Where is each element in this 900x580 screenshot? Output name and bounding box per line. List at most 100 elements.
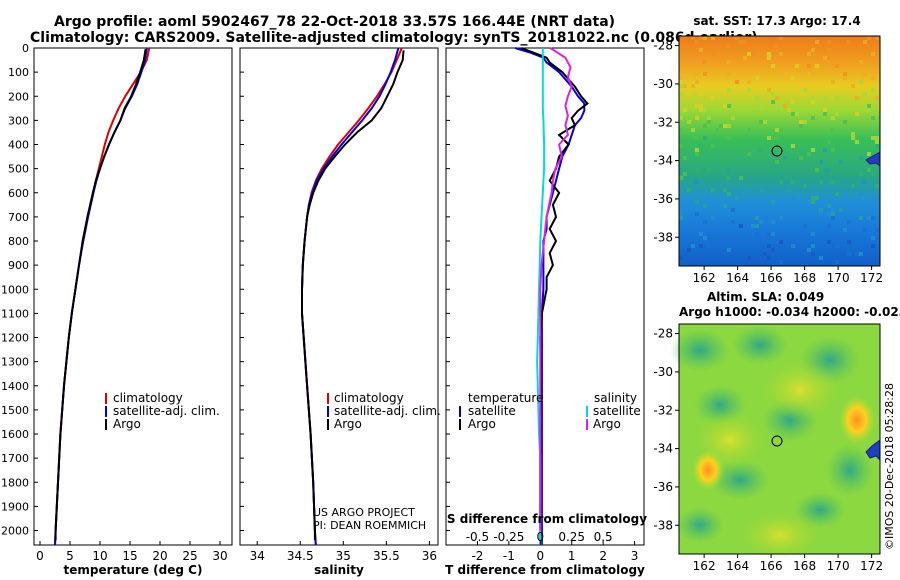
sst-pixel: [679, 168, 683, 172]
sst-pixel: [691, 236, 695, 240]
sst-pixel: [723, 124, 727, 128]
sst-pixel: [743, 56, 747, 60]
ytick-label: 1500: [1, 404, 29, 417]
sst-pixel: [711, 188, 715, 192]
sst-pixel: [679, 208, 683, 212]
ytick-label: 1900: [1, 500, 29, 513]
sst-pixel: [827, 156, 831, 160]
sst-pixel: [767, 232, 771, 236]
xtick-label: 25: [182, 549, 197, 563]
sst-pixel: [687, 92, 691, 96]
sst-pixel: [711, 216, 715, 220]
salinity-panel: [239, 47, 439, 546]
sla-anomaly: [826, 444, 874, 496]
sst-pixel: [779, 36, 783, 40]
sst-pixel: [811, 96, 815, 100]
ytick-label: 1400: [1, 380, 29, 393]
ytick-label: 1600: [1, 428, 29, 441]
xtick-label: 3: [631, 549, 639, 563]
sst-pixel: [699, 232, 703, 236]
imos-stamp: ©IMOS 20-Dec-2018 05:28:28: [883, 383, 896, 550]
xtick-label: 0: [536, 549, 544, 563]
s-xtick-label: 0.25: [558, 530, 585, 544]
sst-pixel: [847, 252, 851, 256]
map-xtick-label: 168: [793, 559, 816, 573]
sst-pixel: [727, 200, 731, 204]
ytick-label: 1300: [1, 356, 29, 369]
series-line-satellite-adj-clim-: [54, 47, 148, 546]
sst-pixel: [807, 52, 811, 56]
sst-pixel: [831, 212, 835, 216]
difference-panel: [445, 47, 645, 546]
sst-pixel: [827, 240, 831, 244]
legend-t-satellite: satellite: [468, 404, 516, 418]
sst-pixel: [679, 216, 683, 220]
sst-pixel: [767, 244, 771, 248]
sst-map-title: sat. SST: 17.3 Argo: 17.4: [693, 14, 860, 28]
sst-pixel: [811, 116, 815, 120]
xtick-label: -1: [503, 549, 515, 563]
sst-pixel: [759, 120, 763, 124]
sst-pixel: [807, 152, 811, 156]
s-xtick-label: -0.25: [493, 530, 524, 544]
ytick-label: 1800: [1, 476, 29, 489]
sst-pixel: [835, 112, 839, 116]
series-line-climatology: [54, 47, 151, 546]
sst-pixel: [707, 116, 711, 120]
map-ytick-label: -38: [653, 230, 673, 244]
sst-pixel: [747, 152, 751, 156]
sst-pixel: [679, 128, 683, 132]
sst-pixel: [803, 120, 807, 124]
sst-pixel: [695, 80, 699, 84]
sst-pixel: [687, 248, 691, 252]
sst-pixel: [683, 156, 687, 160]
sst-pixel: [703, 60, 707, 64]
sst-pixel: [707, 88, 711, 92]
xtick-label: 0: [36, 549, 44, 563]
sst-pixel: [831, 208, 835, 212]
xtick-label: 36: [422, 549, 437, 563]
sst-pixel: [875, 140, 879, 144]
s-difference-label: S difference from climatology: [447, 512, 647, 526]
sst-pixel: [851, 184, 855, 188]
sst-pixel: [727, 168, 731, 172]
sst-pixel: [867, 36, 871, 40]
sst-pixel: [695, 104, 699, 108]
sst-pixel: [775, 48, 779, 52]
sst-pixel: [815, 40, 819, 44]
sst-pixel: [703, 236, 707, 240]
sst-pixel: [811, 244, 815, 248]
sst-pixel: [679, 256, 683, 260]
sst-pixel: [863, 40, 867, 44]
sst-pixel: [767, 88, 771, 92]
sst-pixel: [875, 144, 879, 148]
sla-map-title-2: Argo h1000: -0.034 h2000: -0.023: [679, 305, 900, 319]
sst-pixel: [759, 148, 763, 152]
sst-pixel: [743, 160, 747, 164]
sst-pixel: [727, 104, 731, 108]
sst-pixel: [747, 52, 751, 56]
sst-pixel: [847, 220, 851, 224]
sst-pixel: [867, 216, 871, 220]
sst-pixel: [827, 140, 831, 144]
sst-pixel: [823, 112, 827, 116]
temperature-xlabel: temperature (deg C): [64, 563, 203, 577]
sst-pixel: [831, 80, 835, 84]
map-xtick-label: 166: [760, 271, 783, 285]
sst-pixel: [875, 36, 879, 40]
difference-plot: [514, 47, 589, 545]
map-xtick-label: 172: [860, 559, 883, 573]
sst-pixel: [855, 140, 859, 144]
sst-pixel: [683, 172, 687, 176]
sst-coastline: [865, 151, 881, 167]
sst-pixel: [859, 56, 863, 60]
sst-pixel: [819, 180, 823, 184]
sst-pixel: [711, 36, 715, 40]
sst-pixel: [787, 236, 791, 240]
sst-pixel: [767, 56, 771, 60]
sst-pixel: [695, 212, 699, 216]
sst-pixel: [771, 64, 775, 68]
sst-pixel: [819, 160, 823, 164]
sst-pixel: [779, 216, 783, 220]
